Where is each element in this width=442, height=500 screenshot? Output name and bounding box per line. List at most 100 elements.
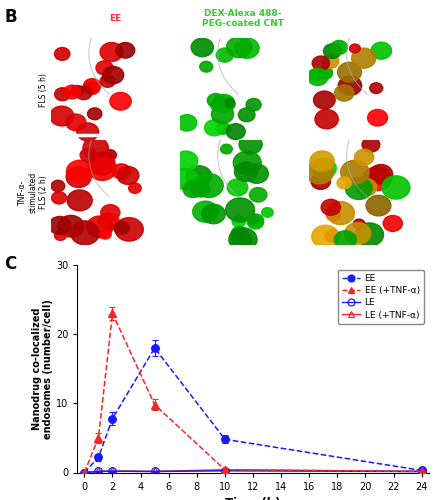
Circle shape xyxy=(205,120,224,136)
Circle shape xyxy=(239,135,262,154)
Circle shape xyxy=(226,37,251,58)
Circle shape xyxy=(321,200,340,216)
EE xyxy=(96,454,101,460)
Circle shape xyxy=(66,160,93,182)
Circle shape xyxy=(67,190,92,211)
Circle shape xyxy=(99,213,119,230)
Circle shape xyxy=(363,167,392,190)
Circle shape xyxy=(355,223,384,246)
Circle shape xyxy=(247,214,259,224)
Circle shape xyxy=(337,177,351,189)
Line: EE: EE xyxy=(80,344,426,476)
Circle shape xyxy=(331,40,347,54)
Circle shape xyxy=(117,166,139,184)
Circle shape xyxy=(362,138,380,152)
Circle shape xyxy=(317,66,333,79)
Circle shape xyxy=(311,174,331,190)
Circle shape xyxy=(227,179,248,196)
Circle shape xyxy=(327,202,354,224)
Circle shape xyxy=(51,180,65,192)
Circle shape xyxy=(76,86,92,100)
Circle shape xyxy=(71,221,99,245)
Circle shape xyxy=(249,188,267,202)
Circle shape xyxy=(335,230,356,249)
Circle shape xyxy=(58,216,84,237)
Line: EE (+TNF-α): EE (+TNF-α) xyxy=(80,310,426,476)
Circle shape xyxy=(96,61,113,75)
Circle shape xyxy=(327,209,340,220)
LE (+TNF-α) xyxy=(82,470,87,476)
LE (+TNF-α) xyxy=(96,468,101,474)
Circle shape xyxy=(368,110,388,126)
Text: TNF-α-
stimulated
FLS (2 h): TNF-α- stimulated FLS (2 h) xyxy=(18,172,48,213)
Circle shape xyxy=(345,222,371,244)
Line: LE: LE xyxy=(80,467,426,476)
Circle shape xyxy=(191,182,210,197)
EE xyxy=(419,468,424,473)
Circle shape xyxy=(216,122,230,134)
Circle shape xyxy=(114,222,130,234)
Circle shape xyxy=(346,178,372,200)
Circle shape xyxy=(216,48,233,62)
Circle shape xyxy=(371,42,392,59)
Circle shape xyxy=(382,176,410,199)
EE (+TNF-α) xyxy=(96,435,101,441)
Circle shape xyxy=(211,105,234,124)
Circle shape xyxy=(210,101,222,110)
Circle shape xyxy=(354,150,373,166)
Circle shape xyxy=(99,230,111,239)
Circle shape xyxy=(54,230,66,240)
Circle shape xyxy=(213,94,235,113)
Circle shape xyxy=(315,110,338,129)
Circle shape xyxy=(312,158,336,178)
Circle shape xyxy=(356,178,377,196)
LE xyxy=(419,468,424,474)
Text: C: C xyxy=(4,255,17,273)
Circle shape xyxy=(116,42,135,58)
Text: DEX-Alexa 488-
PEG-coated CNT: DEX-Alexa 488- PEG-coated CNT xyxy=(202,9,284,29)
LE (+TNF-α) xyxy=(419,468,424,474)
Circle shape xyxy=(64,85,80,99)
EE (+TNF-α) xyxy=(222,466,228,472)
LE (+TNF-α) xyxy=(152,468,157,474)
Circle shape xyxy=(310,151,334,171)
EE xyxy=(82,470,87,476)
Circle shape xyxy=(110,92,131,110)
Circle shape xyxy=(202,204,225,224)
Circle shape xyxy=(248,214,263,226)
Circle shape xyxy=(103,150,116,160)
Legend: EE, EE (+TNF-α), LE, LE (+TNF-α): EE, EE (+TNF-α), LE, LE (+TNF-α) xyxy=(338,270,424,324)
Circle shape xyxy=(234,162,258,182)
Circle shape xyxy=(194,174,223,198)
Circle shape xyxy=(307,68,328,86)
Circle shape xyxy=(66,166,91,188)
EE (+TNF-α) xyxy=(152,402,157,407)
Circle shape xyxy=(229,228,257,251)
Circle shape xyxy=(366,196,391,216)
Circle shape xyxy=(231,226,248,240)
Circle shape xyxy=(80,148,96,162)
LE (+TNF-α) xyxy=(110,468,115,474)
Circle shape xyxy=(338,62,362,82)
Circle shape xyxy=(174,151,198,171)
Circle shape xyxy=(233,151,261,174)
EE xyxy=(222,436,228,442)
LE xyxy=(96,468,101,474)
Circle shape xyxy=(77,123,99,141)
LE (+TNF-α) xyxy=(222,466,228,472)
Circle shape xyxy=(177,114,197,131)
Circle shape xyxy=(50,106,74,126)
Circle shape xyxy=(186,166,212,187)
Circle shape xyxy=(322,54,339,68)
Circle shape xyxy=(341,160,369,184)
Circle shape xyxy=(103,66,124,84)
Circle shape xyxy=(246,98,261,111)
Circle shape xyxy=(226,124,245,140)
Circle shape xyxy=(325,230,339,242)
Circle shape xyxy=(115,218,143,241)
LE xyxy=(222,468,228,474)
Circle shape xyxy=(324,44,341,59)
Circle shape xyxy=(87,216,113,238)
EE xyxy=(110,416,115,422)
Circle shape xyxy=(52,192,66,204)
